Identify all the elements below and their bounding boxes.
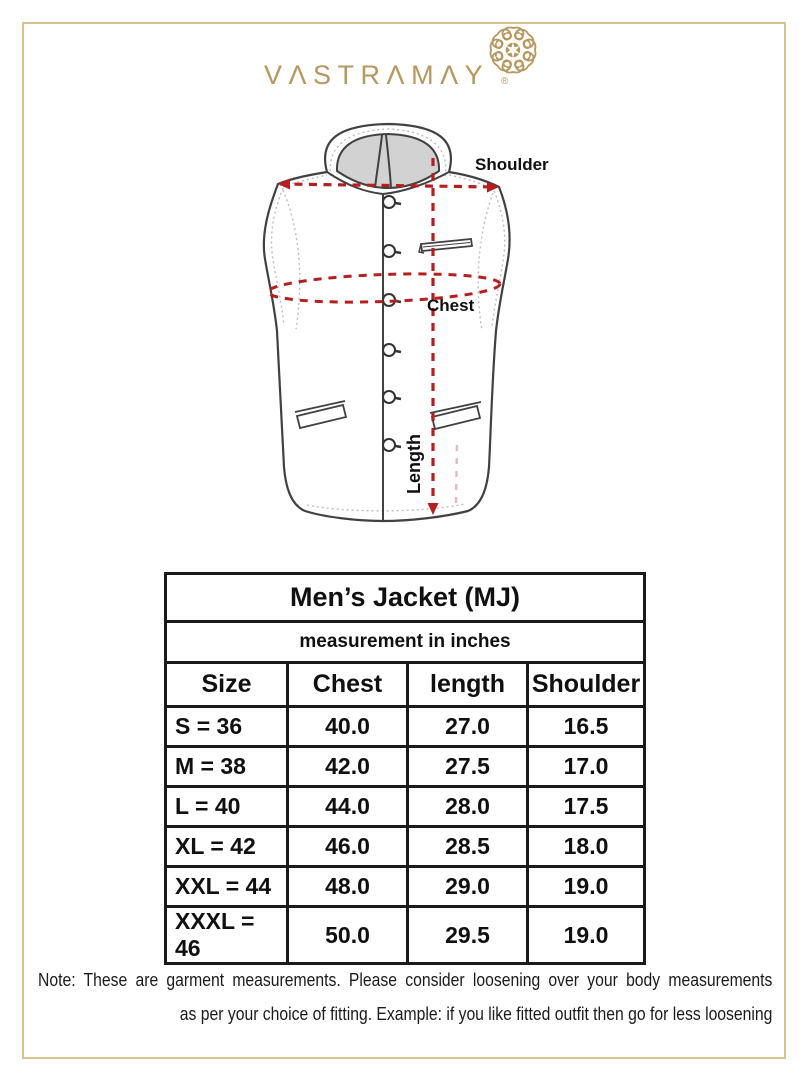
size-chart-subtitle: measurement in inches [163,620,647,664]
column-header-size: Size [164,661,289,708]
column-header-length: length [406,661,529,708]
shoulder-cell: 17.0 [525,745,647,788]
flap-pockets [294,400,482,431]
inner-pocket-ghost-line [454,444,459,506]
shoulder-label: Shoulder [475,155,549,174]
header-row: Size Chest length Shoulder [164,661,647,708]
floral-ornament-icon [488,25,538,75]
shoulder-cell: 16.5 [525,705,647,748]
brand-logo-text: VΛSTRΛMΛY [264,60,490,90]
chest-welt-pocket [418,238,474,254]
table-row: XXXL = 46 50.0 29.5 19.0 [164,905,647,965]
length-cell: 27.5 [406,745,529,788]
size-cell: S = 36 [164,705,289,748]
length-label: Length [404,434,424,494]
stitch-lines [270,128,506,512]
garment-note: Note: These are garment measurements. Pl… [38,963,772,1031]
length-cell: 29.0 [406,865,529,908]
shoulder-cell: 17.5 [525,785,647,828]
size-chart-title: Men’s Jacket (MJ) [163,572,647,623]
measurement-lines [266,158,502,515]
chest-cell: 42.0 [286,745,409,788]
column-header-shoulder: Shoulder [525,661,647,708]
collar [326,132,450,196]
note-line-1: Note: These are garment measurements. Pl… [38,969,773,990]
size-cell: M = 38 [164,745,289,788]
chest-cell: 46.0 [286,825,409,868]
column-header-chest: Chest [286,661,409,708]
chest-measure-ellipse [266,272,502,304]
shoulder-cell: 19.0 [525,905,647,965]
length-cell: 29.5 [406,905,529,965]
size-cell: XXL = 44 [164,865,289,908]
jacket-diagram [262,122,511,523]
table-row: XXL = 44 48.0 29.0 19.0 [164,865,647,908]
table-row: M = 38 42.0 27.5 17.0 [164,745,647,788]
size-chart-table: Men’s Jacket (MJ) measurement in inches … [163,572,647,965]
registered-trademark-icon: ® [501,76,509,87]
length-cell: 28.0 [406,785,529,828]
length-cell: 28.5 [406,825,529,868]
length-cell: 27.0 [406,705,529,748]
shoulder-cell: 18.0 [525,825,647,868]
chest-cell: 44.0 [286,785,409,828]
table-row: XL = 42 46.0 28.5 18.0 [164,825,647,868]
subtitle-row: measurement in inches [163,620,647,664]
table-row: L = 40 44.0 28.0 17.5 [164,785,647,828]
note-line-2: as per your choice of fitting. Example: … [179,1003,773,1024]
chest-cell: 48.0 [286,865,409,908]
chest-label: Chest [427,296,475,315]
chest-cell: 50.0 [286,905,409,965]
size-cell: XXXL = 46 [164,905,289,965]
table-row: S = 36 40.0 27.0 16.5 [164,705,647,748]
shoulder-cell: 19.0 [525,865,647,908]
chest-cell: 40.0 [286,705,409,748]
buttons [382,195,402,452]
size-cell: XL = 42 [164,825,289,868]
title-row: Men’s Jacket (MJ) [163,572,647,623]
shoulder-measure-line [279,182,498,189]
size-cell: L = 40 [164,785,289,828]
